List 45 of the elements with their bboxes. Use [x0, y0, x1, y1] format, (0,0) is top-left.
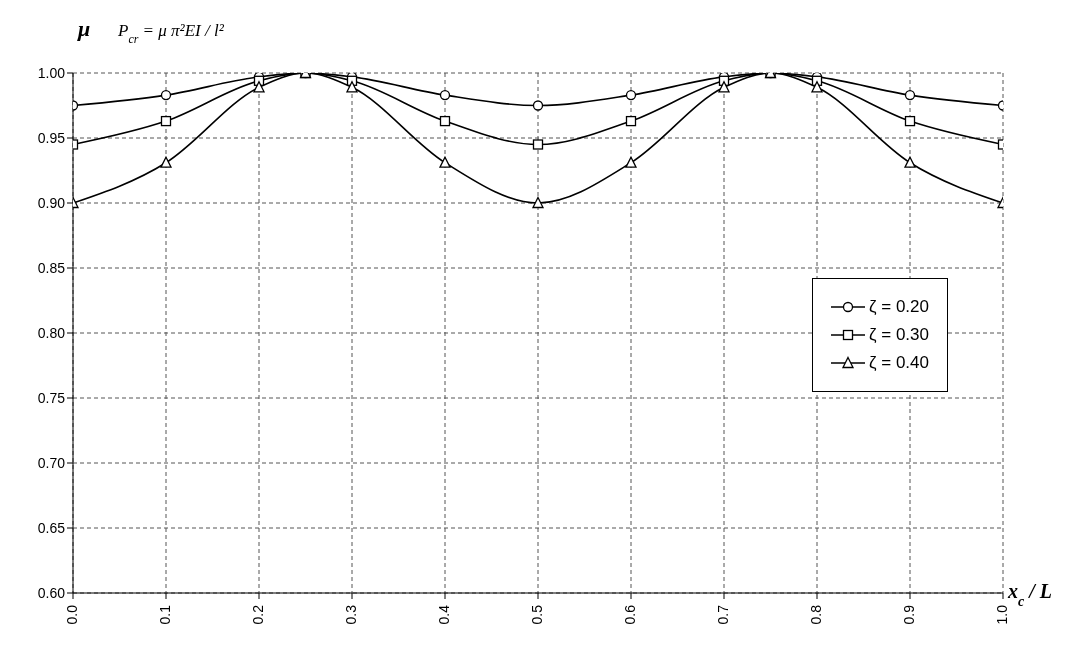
point	[160, 115, 172, 127]
point	[625, 89, 637, 101]
y-tick-label: 0.60	[37, 584, 66, 601]
point	[904, 115, 916, 127]
point	[904, 89, 916, 101]
x-tick-label: 0.0	[63, 604, 80, 625]
y-tick-label: 0.65	[37, 519, 66, 536]
x-tick-label: 0.4	[435, 604, 452, 625]
x-tick-label: 0.3	[342, 604, 359, 625]
point	[532, 139, 544, 150]
text: P$_{cr}$ = μ π²EI / l²	[117, 21, 225, 46]
point	[346, 81, 358, 93]
x-tick-label: 0.1	[156, 604, 173, 625]
point	[532, 196, 544, 209]
point	[625, 156, 637, 168]
point	[811, 81, 823, 93]
x-tick-label: 0.9	[900, 604, 917, 625]
point	[439, 156, 451, 168]
x-tick-label: 0.2	[249, 604, 266, 625]
y-tick-label: 0.95	[37, 129, 66, 146]
legend-label: ζ = 0.20	[869, 297, 929, 317]
point	[439, 89, 451, 101]
y-tick-label: 0.90	[37, 194, 66, 211]
point	[625, 115, 637, 127]
y-tick-label: 1.00	[37, 64, 66, 81]
point	[253, 81, 265, 93]
y-tick-label: 0.75	[37, 389, 66, 406]
x-tick-label: 0.7	[714, 604, 731, 625]
legend-label: ζ = 0.40	[869, 353, 929, 373]
legend-label: ζ = 0.30	[869, 325, 929, 345]
x-tick-label: 1.0	[993, 604, 1010, 625]
x-tick-label: 0.5	[528, 604, 545, 625]
x-axis-title: x$_{c}$ / L	[1007, 580, 1052, 609]
y-tick-label: 0.80	[37, 324, 66, 341]
x-tick-label: 0.8	[807, 604, 824, 625]
y-tick-label: 0.70	[37, 454, 66, 471]
point	[532, 100, 544, 111]
y-axis-title: μ	[77, 16, 91, 41]
point	[160, 156, 172, 168]
x-tick-label: 0.6	[621, 604, 638, 625]
point	[439, 115, 451, 127]
point	[718, 81, 730, 93]
point	[160, 89, 172, 101]
point	[904, 156, 916, 168]
y-tick-label: 0.85	[37, 259, 66, 276]
